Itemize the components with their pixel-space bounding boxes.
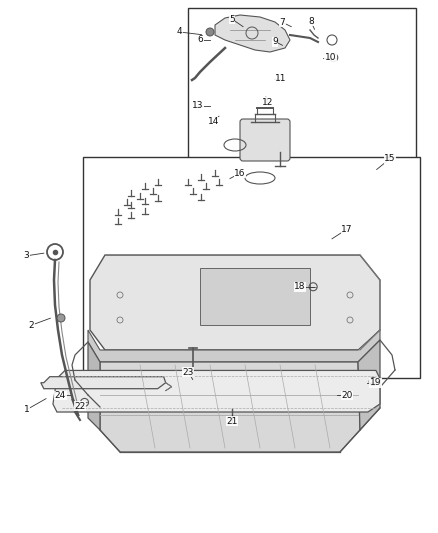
- Text: 22: 22: [74, 402, 86, 410]
- Polygon shape: [53, 370, 380, 412]
- Circle shape: [206, 28, 214, 36]
- FancyBboxPatch shape: [240, 119, 290, 161]
- Text: 21: 21: [226, 417, 238, 425]
- Polygon shape: [358, 340, 380, 430]
- Text: 1: 1: [24, 405, 30, 414]
- Polygon shape: [215, 15, 290, 52]
- Text: 6: 6: [198, 36, 204, 44]
- Polygon shape: [100, 362, 360, 452]
- Text: 7: 7: [279, 18, 286, 27]
- Polygon shape: [88, 330, 380, 362]
- Circle shape: [57, 314, 65, 322]
- Text: 16: 16: [234, 169, 246, 177]
- Text: 24: 24: [55, 391, 66, 400]
- Text: 3: 3: [23, 252, 29, 260]
- Text: 2: 2: [29, 321, 34, 329]
- Text: 19: 19: [370, 378, 381, 387]
- Text: 15: 15: [384, 155, 396, 163]
- Text: 13: 13: [192, 101, 204, 110]
- Text: 17: 17: [341, 225, 353, 233]
- Text: 4: 4: [177, 28, 182, 36]
- Polygon shape: [41, 377, 166, 389]
- Bar: [188, 8, 416, 160]
- Text: 11: 11: [275, 75, 286, 83]
- Text: 14: 14: [208, 117, 219, 126]
- Polygon shape: [90, 255, 380, 350]
- Text: 10: 10: [325, 53, 336, 62]
- Bar: [83, 157, 420, 378]
- Polygon shape: [200, 268, 310, 325]
- Text: 9: 9: [272, 37, 278, 46]
- Text: 5: 5: [229, 15, 235, 23]
- Text: 8: 8: [308, 17, 314, 26]
- Text: 23: 23: [183, 368, 194, 376]
- Polygon shape: [88, 342, 100, 430]
- Text: 12: 12: [261, 98, 273, 107]
- Text: 18: 18: [294, 282, 306, 291]
- Text: 20: 20: [341, 391, 353, 400]
